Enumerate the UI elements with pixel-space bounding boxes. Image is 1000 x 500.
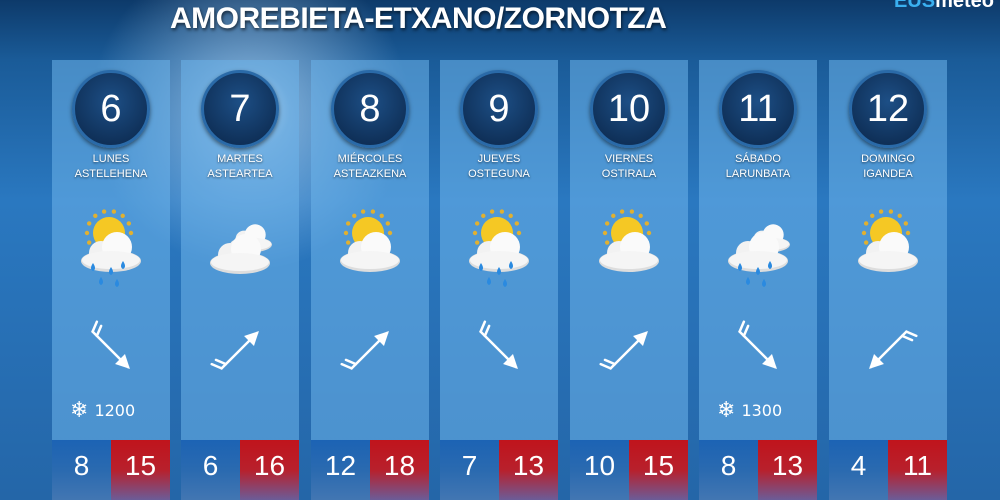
weather-cloudy-icon: [200, 205, 280, 290]
snow-level-value: 1200: [94, 401, 136, 420]
day-name: SÁBADO LARUNBATA: [699, 152, 817, 182]
day-column: 6 LUNES ASTELEHENA ❄ 1200 8 15: [52, 60, 170, 500]
brand-logo: EUSmeteo: [893, 0, 994, 12]
day-name: LUNES ASTELEHENA: [52, 152, 170, 182]
day-name: MARTES ASTEARTEA: [181, 152, 299, 182]
snow-level: ❄ 1200: [70, 398, 135, 423]
temp-low: 12: [311, 440, 370, 500]
temp-high: 13: [758, 440, 817, 500]
temp-low: 8: [52, 440, 111, 500]
day-name-es: LUNES: [92, 153, 130, 165]
weather-sun-cloud-rain-icon: [71, 205, 151, 290]
day-name: VIERNES OSTIRALA: [570, 152, 688, 182]
day-number: 11: [719, 70, 797, 148]
temp-high: 11: [888, 440, 947, 500]
day-column: 10 VIERNES OSTIRALA 10 15: [570, 60, 688, 500]
temp-low: 10: [570, 440, 629, 500]
day-number: 12: [849, 70, 927, 148]
location-title: AMOREBIETA-ETXANO/ZORNOTZA: [170, 2, 667, 35]
wind-arrow-icon: [210, 320, 270, 380]
day-name: MIÉRCOLES ASTEAZKENA: [311, 152, 429, 182]
weather-cloud-rain-icon: [718, 205, 798, 290]
day-name-es: VIERNES: [604, 153, 654, 165]
wind-arrow-icon: [469, 320, 529, 380]
day-column: 12 DOMINGO IGANDEA 4 11: [829, 60, 947, 500]
temp-high: 13: [499, 440, 558, 500]
temp-high: 15: [111, 440, 170, 500]
wind-arrow-icon: [81, 320, 141, 380]
day-name-eu: OSTIRALA: [601, 168, 657, 180]
temp-low: 8: [699, 440, 758, 500]
day-column: 9 JUEVES OSTEGUNA 7 13: [440, 60, 558, 500]
day-number: 7: [201, 70, 279, 148]
temp-low: 4: [829, 440, 888, 500]
day-name-es: MARTES: [217, 153, 263, 165]
day-number: 9: [460, 70, 538, 148]
day-name: DOMINGO IGANDEA: [829, 152, 947, 182]
temp-low: 6: [181, 440, 240, 500]
day-column: 8 MIÉRCOLES ASTEAZKENA 12 18: [311, 60, 429, 500]
wind-arrow-icon: [599, 320, 659, 380]
weather-sun-cloud-rain-icon: [459, 205, 539, 290]
day-name-eu: ASTEARTEA: [207, 168, 273, 180]
temp-high: 16: [240, 440, 299, 500]
wind-arrow-icon: [728, 320, 788, 380]
wind-arrow-icon: [340, 320, 400, 380]
day-number: 10: [590, 70, 668, 148]
temp-low: 7: [440, 440, 499, 500]
day-number: 8: [331, 70, 409, 148]
day-name-es: DOMINGO: [861, 153, 915, 165]
snowflake-icon: ❄: [70, 398, 89, 423]
day-column: 7 MARTES ASTEARTEA 6 16: [181, 60, 299, 500]
day-name-eu: ASTELEHENA: [74, 168, 148, 180]
wind-arrow-icon: [858, 320, 918, 380]
day-name-eu: LARUNBATA: [725, 168, 791, 180]
weather-sun-cloud-icon: [589, 205, 669, 290]
day-name-eu: ASTEAZKENA: [333, 168, 407, 180]
weather-sun-cloud-icon: [330, 205, 410, 290]
day-name-eu: OSTEGUNA: [468, 168, 530, 180]
snowflake-icon: ❄: [717, 398, 736, 423]
day-name-es: SÁBADO: [735, 153, 781, 165]
temp-high: 18: [370, 440, 429, 500]
temp-high: 15: [629, 440, 688, 500]
day-column: 11 SÁBADO LARUNBATA ❄ 1300 8 13: [699, 60, 817, 500]
weather-sun-cloud-icon: [848, 205, 928, 290]
day-name-eu: IGANDEA: [863, 168, 913, 180]
day-name: JUEVES OSTEGUNA: [440, 152, 558, 182]
snow-level: ❄ 1300: [717, 398, 782, 423]
day-name-es: JUEVES: [477, 153, 521, 165]
day-number: 6: [72, 70, 150, 148]
snow-level-value: 1300: [741, 401, 783, 420]
day-name-es: MIÉRCOLES: [337, 153, 403, 165]
